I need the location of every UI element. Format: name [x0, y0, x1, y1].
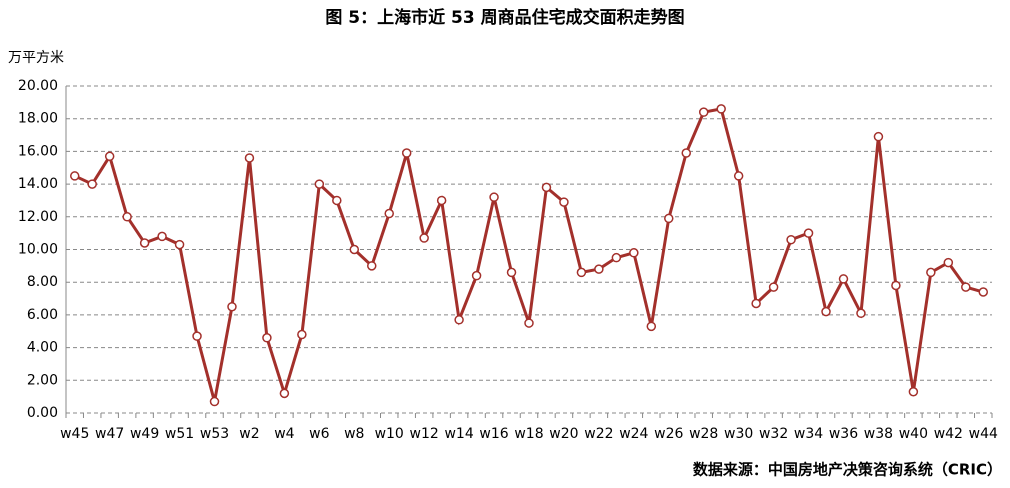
y-tick-label: 10.00	[18, 242, 58, 258]
data-point	[611, 252, 622, 263]
data-point	[821, 306, 831, 317]
y-tick-label: 16.00	[18, 143, 58, 159]
series-line	[74, 107, 984, 402]
x-tick-label: w45	[60, 426, 89, 442]
data-point	[436, 195, 447, 206]
x-tick-label: w4	[274, 426, 294, 442]
x-tick-label: w49	[130, 426, 159, 442]
x-tick-label: w12	[410, 426, 439, 442]
x-tick-label: w32	[759, 426, 788, 442]
x-tick-label: w2	[239, 426, 259, 442]
data-point	[978, 287, 989, 297]
data-point	[524, 318, 534, 328]
data-point	[104, 151, 115, 162]
data-point	[384, 208, 394, 219]
data-point	[733, 171, 744, 181]
x-tick-label: w8	[344, 426, 364, 442]
x-tick-label: w14	[444, 426, 473, 442]
data-point	[891, 280, 901, 291]
data-point	[174, 239, 185, 250]
y-tick-label: 2.00	[27, 372, 58, 388]
y-tick-label: 14.00	[18, 176, 58, 192]
x-tick-label: w22	[584, 426, 613, 442]
data-point	[576, 267, 587, 278]
data-point	[367, 261, 377, 271]
data-point	[559, 197, 569, 207]
data-point	[594, 264, 604, 274]
data-point	[139, 238, 150, 248]
data-point	[873, 131, 884, 142]
data-point	[244, 153, 255, 163]
y-tick-label: 0.00	[27, 405, 58, 421]
data-point	[69, 171, 80, 181]
y-tick-label: 6.00	[27, 307, 58, 323]
data-point	[489, 192, 499, 202]
x-tick-label: w30	[724, 426, 753, 442]
data-point	[646, 321, 657, 332]
x-tick-label: w28	[689, 426, 718, 442]
data-point	[751, 298, 761, 309]
x-tick-label: w40	[899, 426, 928, 442]
data-point	[471, 270, 482, 281]
data-point	[943, 257, 954, 268]
y-tick-label: 18.00	[18, 111, 58, 127]
y-tick-label: 12.00	[18, 209, 58, 225]
data-point	[332, 195, 342, 206]
x-tick-label: w24	[619, 426, 648, 442]
data-point	[716, 104, 726, 114]
data-point	[541, 182, 552, 193]
data-point	[926, 267, 936, 278]
x-tick-label: w6	[309, 426, 329, 442]
data-point	[768, 282, 779, 292]
data-point	[349, 244, 360, 255]
data-point	[314, 179, 325, 189]
x-tick-label: w10	[375, 426, 404, 442]
data-point	[961, 282, 971, 292]
x-tick-label: w20	[549, 426, 578, 442]
x-tick-label: w26	[654, 426, 683, 442]
x-tick-label: w16	[479, 426, 508, 442]
data-point	[401, 148, 412, 158]
data-point	[838, 274, 849, 284]
source: 数据来源：中国房地产决策咨询系统（CRIC）	[693, 461, 1002, 479]
chart-title: 图 5：上海市近 53 周商品住宅成交面积走势图	[325, 7, 684, 28]
data-point	[506, 267, 517, 278]
data-point	[803, 228, 814, 238]
x-tick-label: w47	[95, 426, 124, 442]
data-point	[122, 212, 132, 222]
y-axis-label: 万平方米	[8, 50, 64, 66]
data-point	[681, 148, 691, 158]
data-point	[419, 233, 429, 243]
data-point	[786, 234, 796, 245]
data-point	[664, 213, 674, 224]
data-point	[698, 107, 709, 117]
data-point	[87, 179, 97, 189]
data-point	[297, 329, 307, 340]
x-tick-label: w36	[829, 426, 858, 442]
x-tick-label: w42	[934, 426, 963, 442]
data-point	[454, 315, 464, 325]
data-point	[856, 308, 866, 319]
data-point	[908, 386, 919, 397]
y-tick-label: 8.00	[27, 274, 58, 290]
data-point	[227, 301, 237, 312]
x-tick-label: w38	[864, 426, 893, 442]
data-point	[157, 231, 167, 242]
data-point	[262, 333, 272, 343]
data-point	[209, 396, 220, 407]
x-tick-label: w34	[794, 426, 823, 442]
x-tick-label: w53	[200, 426, 229, 442]
data-point	[279, 388, 290, 399]
y-tick-label: 20.00	[18, 78, 58, 94]
x-tick-label: w51	[165, 426, 194, 442]
x-tick-label: w18	[514, 426, 543, 442]
y-tick-label: 4.00	[27, 340, 58, 356]
data-point	[192, 331, 202, 341]
data-point	[629, 248, 639, 258]
x-tick-label: w44	[969, 426, 998, 442]
